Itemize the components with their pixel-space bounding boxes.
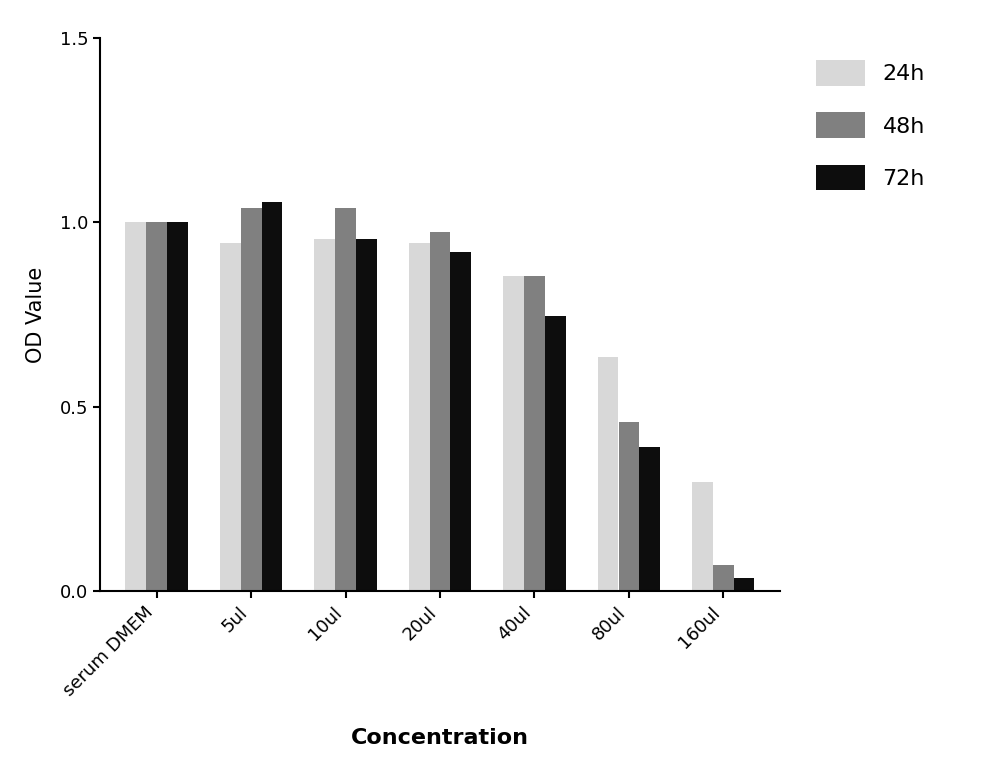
Bar [618,421,639,591]
Bar [220,243,241,591]
X-axis label: Concentration: Concentration [351,728,529,747]
Bar [146,222,167,591]
Bar [713,565,734,591]
Bar [692,482,713,591]
Bar [262,202,282,591]
Bar [524,276,545,591]
Bar [545,316,566,591]
Bar [126,222,146,591]
Bar [598,357,618,591]
Bar [639,447,660,591]
Bar [356,239,377,591]
Bar [335,208,356,591]
Bar [734,578,754,591]
Bar [167,222,188,591]
Legend: 24h, 48h, 72h: 24h, 48h, 72h [805,49,936,202]
Bar [450,252,471,591]
Bar [409,243,430,591]
Bar [503,276,524,591]
Y-axis label: OD Value: OD Value [26,267,46,362]
Bar [430,232,450,591]
Bar [241,208,262,591]
Bar [314,239,335,591]
